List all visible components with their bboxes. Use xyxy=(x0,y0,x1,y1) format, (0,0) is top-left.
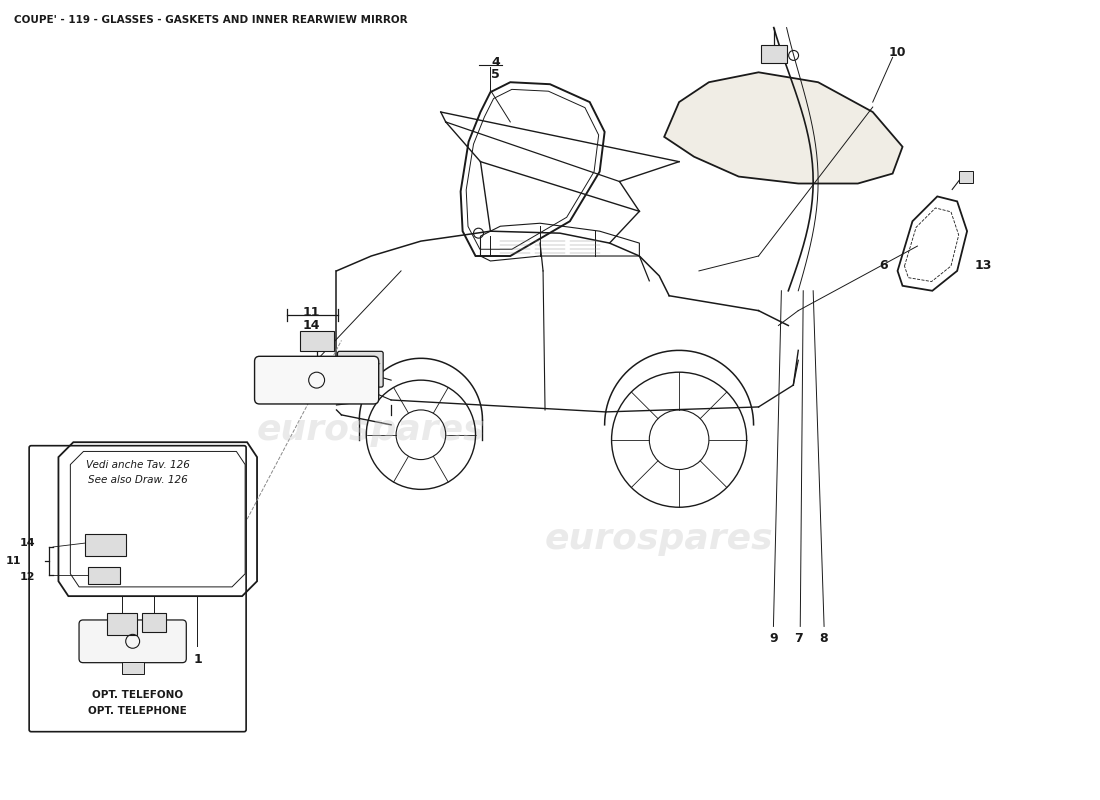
Text: 9: 9 xyxy=(769,632,778,645)
Text: 1: 1 xyxy=(194,653,201,666)
Text: 12: 12 xyxy=(20,572,35,582)
Text: 14: 14 xyxy=(20,538,35,548)
Text: Vedi anche Tav. 126: Vedi anche Tav. 126 xyxy=(86,459,189,470)
Text: 6: 6 xyxy=(879,259,888,273)
Text: 7: 7 xyxy=(794,632,803,645)
Text: 8: 8 xyxy=(818,632,827,645)
Text: 14: 14 xyxy=(302,319,320,332)
FancyBboxPatch shape xyxy=(79,620,186,662)
Text: 3: 3 xyxy=(150,647,158,660)
Text: eurospares: eurospares xyxy=(544,522,773,556)
FancyBboxPatch shape xyxy=(959,170,974,182)
Text: 13: 13 xyxy=(975,259,992,273)
FancyBboxPatch shape xyxy=(85,534,126,556)
Text: COUPE' - 119 - GLASSES - GASKETS AND INNER REARWIEW MIRROR: COUPE' - 119 - GLASSES - GASKETS AND INN… xyxy=(14,14,407,25)
FancyBboxPatch shape xyxy=(299,331,333,351)
Text: 11: 11 xyxy=(6,556,21,566)
Text: ✦: ✦ xyxy=(372,360,381,370)
Text: 5: 5 xyxy=(491,68,499,81)
Text: 2: 2 xyxy=(118,647,127,660)
Text: 11: 11 xyxy=(302,306,320,319)
FancyBboxPatch shape xyxy=(122,662,144,674)
FancyBboxPatch shape xyxy=(254,356,378,404)
Text: 4: 4 xyxy=(491,56,499,69)
FancyBboxPatch shape xyxy=(338,351,383,387)
FancyBboxPatch shape xyxy=(761,46,786,63)
FancyBboxPatch shape xyxy=(107,613,136,635)
FancyBboxPatch shape xyxy=(88,567,120,584)
FancyBboxPatch shape xyxy=(142,613,166,632)
Text: OPT. TELEPHONE: OPT. TELEPHONE xyxy=(88,706,187,716)
Text: 10: 10 xyxy=(889,46,906,59)
Text: See also Draw. 126: See also Draw. 126 xyxy=(88,475,187,486)
Polygon shape xyxy=(664,72,902,183)
Text: OPT. TELEFONO: OPT. TELEFONO xyxy=(92,690,184,700)
Text: eurospares: eurospares xyxy=(257,413,485,446)
